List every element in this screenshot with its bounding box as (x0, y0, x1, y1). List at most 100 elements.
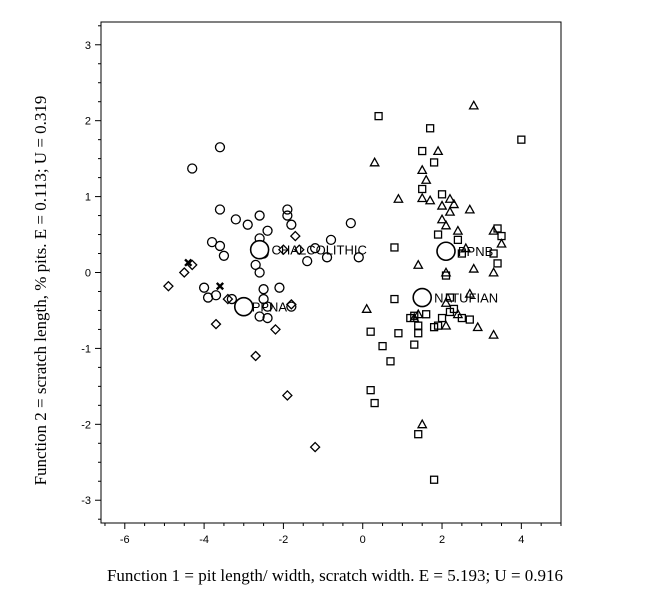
diamond-point (281, 390, 293, 401)
triangle-point (440, 219, 452, 230)
triangle-point (444, 193, 456, 203)
cross-point (215, 282, 225, 291)
square-point (433, 230, 443, 239)
group-centroid (249, 239, 270, 260)
circle-point (230, 214, 241, 225)
diamond-point (222, 293, 234, 305)
square-point (410, 340, 419, 349)
circle-point (210, 290, 222, 301)
diamond-point (309, 441, 321, 453)
circle-point (214, 240, 226, 252)
square-point (374, 111, 383, 121)
y-tick-label: 3 (85, 40, 91, 52)
triangle-point (496, 238, 507, 248)
centroid-label: NATUFIAN (434, 291, 498, 306)
triangle-point (436, 200, 448, 210)
x-tick-label: -4 (199, 534, 209, 546)
triangle-point (424, 194, 436, 205)
square-point (449, 304, 459, 314)
circle-point (242, 219, 253, 230)
circle-point (262, 225, 273, 236)
square-point (378, 341, 387, 351)
triangle-point (452, 225, 464, 235)
triangle-point (420, 174, 432, 184)
centroid-label: CHALCOLITHIC (272, 243, 367, 258)
square-point (489, 249, 498, 258)
circle-point (262, 301, 273, 312)
diamond-point (270, 324, 281, 335)
triangle-point (369, 156, 380, 167)
square-point (414, 329, 423, 338)
x-tick-label: -2 (279, 534, 289, 546)
centroid-label: PPNB (458, 244, 493, 259)
y-tick-label: -2 (81, 419, 91, 431)
circle-point (302, 255, 313, 267)
x-axis-title: Function 1 = pit length/ width, scratch … (107, 566, 563, 585)
triangle-point (440, 320, 452, 330)
triangle-point (416, 418, 428, 429)
triangle-point (436, 213, 448, 224)
circle-point (274, 282, 285, 293)
triangle-point (468, 99, 480, 110)
x-tick-label: -6 (120, 534, 130, 546)
triangle-point (361, 303, 372, 313)
triangle-point (440, 297, 452, 307)
square-point (437, 190, 447, 199)
square-point (453, 235, 463, 245)
y-tick-label: 0 (85, 268, 91, 280)
square-point (390, 243, 399, 252)
diamond-point (162, 280, 174, 292)
triangle-point (472, 321, 484, 332)
square-point (422, 310, 431, 319)
y-axis-ticks: -3 -2 -1 0 1 2 3 (81, 25, 101, 520)
x-tick-label: 2 (439, 534, 445, 546)
square-point (429, 475, 439, 484)
square-point (366, 327, 375, 336)
triangle-point (464, 288, 476, 298)
diamond-point (178, 267, 190, 278)
square-point (445, 293, 455, 302)
y-tick-label: -3 (81, 495, 91, 507)
group-centroid (436, 241, 456, 262)
square-point (366, 386, 375, 395)
circle-point (282, 210, 293, 221)
plot-frame (100, 21, 562, 524)
diamond-point (285, 298, 297, 310)
square-point (429, 158, 439, 167)
circle-point (214, 204, 226, 215)
diamond-point (289, 230, 301, 242)
circle-point (309, 243, 321, 254)
triangle-point (488, 329, 499, 339)
square-point (465, 315, 474, 324)
triangle-point (488, 266, 499, 277)
triangle-point (488, 225, 499, 235)
triangle-point (440, 266, 452, 277)
square-point (517, 135, 526, 144)
diamond-point (250, 350, 262, 362)
square-point (390, 294, 399, 304)
circle-point (345, 218, 356, 229)
circle-point (286, 219, 297, 230)
triangle-point (448, 198, 460, 209)
diamond-point (293, 244, 305, 256)
square-point (414, 430, 423, 439)
triangle-point (468, 263, 480, 273)
square-point (437, 313, 447, 323)
y-tick-label: -1 (81, 343, 91, 355)
x-tick-label: 4 (518, 534, 524, 546)
x-axis-ticks: -6 -4 -2 0 2 4 (104, 523, 562, 546)
circle-point (187, 163, 198, 174)
circle-point (325, 234, 337, 246)
triangle-point (432, 145, 444, 156)
circle-point (282, 204, 293, 215)
x-tick-label: 0 (360, 534, 366, 546)
square-point (414, 321, 423, 330)
square-point (394, 329, 403, 338)
circle-point (218, 250, 230, 261)
triangle-point (416, 164, 428, 175)
triangle-point (393, 193, 404, 203)
group-centroid (412, 287, 433, 308)
data-points (162, 99, 526, 484)
circle-point (286, 301, 297, 312)
